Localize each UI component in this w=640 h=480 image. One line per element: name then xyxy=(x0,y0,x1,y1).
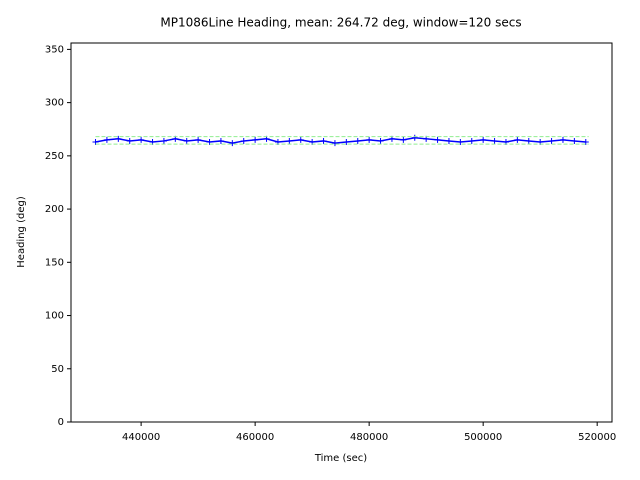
y-tick-label: 100 xyxy=(45,311,64,322)
data-marker xyxy=(126,137,133,144)
y-tick-label: 150 xyxy=(45,257,64,268)
y-tick-label: 350 xyxy=(45,44,64,55)
data-marker xyxy=(115,135,122,142)
data-marker xyxy=(411,134,418,141)
data-marker xyxy=(331,140,338,147)
x-tick-label: 440000 xyxy=(122,432,160,443)
data-marker xyxy=(229,140,236,147)
data-marker xyxy=(468,137,475,144)
data-marker xyxy=(434,136,441,143)
plot-frame xyxy=(70,42,613,423)
x-tick-label: 500000 xyxy=(464,432,502,443)
data-marker xyxy=(525,137,532,144)
data-marker xyxy=(457,139,464,146)
data-marker xyxy=(183,137,190,144)
y-tick-label: 50 xyxy=(51,364,64,375)
data-marker xyxy=(559,136,566,143)
data-marker xyxy=(366,136,373,143)
data-marker xyxy=(297,136,304,143)
data-marker xyxy=(354,137,361,144)
x-tick-label: 480000 xyxy=(350,432,388,443)
data-marker xyxy=(571,137,578,144)
data-marker xyxy=(514,136,521,143)
data-marker xyxy=(377,137,384,144)
y-axis-label: Heading (deg) xyxy=(16,196,27,268)
data-marker xyxy=(286,137,293,144)
data-marker xyxy=(320,137,327,144)
y-tick-label: 250 xyxy=(45,151,64,162)
data-marker xyxy=(195,136,202,143)
data-marker xyxy=(445,137,452,144)
x-tick-label: 520000 xyxy=(578,432,616,443)
data-marker xyxy=(160,137,167,144)
data-marker xyxy=(217,137,224,144)
y-tick-label: 200 xyxy=(45,204,64,215)
data-marker xyxy=(548,137,555,144)
x-tick-label: 460000 xyxy=(236,432,274,443)
data-marker xyxy=(343,139,350,146)
y-tick-label: 300 xyxy=(45,98,64,109)
data-marker xyxy=(480,136,487,143)
data-marker xyxy=(240,137,247,144)
data-marker xyxy=(252,136,259,143)
data-marker xyxy=(400,136,407,143)
data-marker xyxy=(103,136,110,143)
data-marker xyxy=(138,136,145,143)
data-marker xyxy=(491,137,498,144)
data-marker xyxy=(582,139,589,146)
y-tick-label: 0 xyxy=(58,417,64,428)
chart-title: MP1086Line Heading, mean: 264.72 deg, wi… xyxy=(160,16,521,30)
x-axis-label: Time (sec) xyxy=(314,453,367,464)
